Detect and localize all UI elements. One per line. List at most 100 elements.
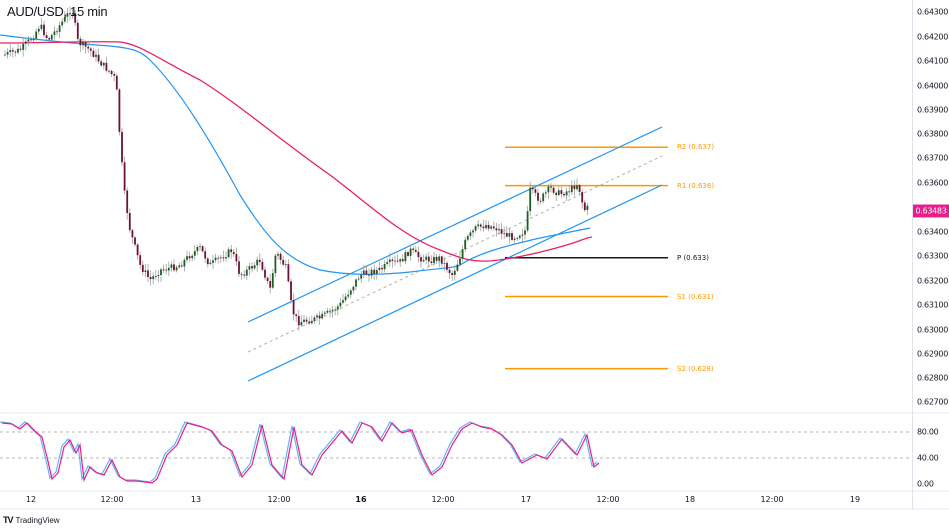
candle-body	[225, 257, 227, 259]
candle-body	[308, 321, 311, 324]
candle-body	[193, 251, 196, 256]
current-price-tag: 0.63483	[913, 204, 949, 218]
price-chart-pane[interactable]: AUD/USD, 15 min R2 (0.637) R1 (0.636) P (0…	[0, 0, 912, 412]
candle-body	[394, 260, 396, 262]
candle-body	[576, 185, 578, 190]
stochastic-k-line[interactable]	[0, 421, 598, 483]
time-axis-label: 18	[684, 495, 696, 504]
candle-body	[245, 269, 248, 276]
candle-body	[503, 233, 506, 234]
candle-body	[440, 256, 443, 264]
candle-body	[339, 302, 342, 307]
candle-body	[412, 248, 415, 250]
candle-body	[53, 31, 56, 35]
candle-body	[27, 39, 30, 42]
candle-body	[230, 249, 233, 253]
candle-body	[420, 257, 422, 262]
candle-body	[95, 54, 97, 57]
candle-body	[71, 13, 74, 15]
candle-body	[487, 225, 490, 229]
candle-body	[74, 13, 77, 23]
candle-body	[524, 230, 526, 235]
candle-body	[165, 269, 168, 271]
candle-body	[516, 238, 519, 239]
candle-body	[303, 319, 305, 322]
candle-body	[14, 51, 17, 53]
candle-body	[427, 256, 430, 262]
channel-lower-line[interactable]	[247, 184, 663, 382]
candle-body	[79, 38, 82, 46]
candle-body	[563, 193, 565, 196]
candle-body	[331, 309, 334, 312]
candle-body	[219, 257, 222, 259]
pane-separator[interactable]	[0, 412, 949, 414]
stochastic-d-line[interactable]	[1, 422, 600, 484]
candle-body	[401, 259, 404, 262]
candle-body	[48, 38, 51, 40]
candle-body	[113, 74, 116, 76]
stochastic-axis-label: 80.00	[917, 427, 939, 437]
price-axis-label: 0.63200	[917, 276, 948, 286]
candle-body	[201, 246, 204, 252]
candle-body	[261, 261, 264, 270]
candle-body	[539, 200, 542, 202]
candle-body	[141, 264, 144, 273]
candle-body	[521, 234, 524, 236]
price-axis-label: 0.64100	[917, 56, 948, 66]
candle-body	[180, 265, 183, 267]
brand-label: TradingView	[15, 515, 60, 525]
candle-body	[290, 281, 292, 301]
candle-body	[87, 46, 90, 49]
stochastic-pane[interactable]	[0, 414, 912, 490]
candle-body	[518, 235, 521, 239]
candle-body	[105, 62, 108, 71]
candle-body	[110, 70, 113, 75]
candle-body	[227, 249, 230, 258]
time-axis-label: 17	[520, 495, 532, 504]
candle-body	[56, 31, 58, 33]
price-axis-label: 0.62700	[917, 397, 948, 407]
price-axis-label: 0.63700	[917, 153, 948, 163]
candle-body	[175, 267, 178, 271]
candle-body	[123, 162, 126, 191]
candle-body	[97, 54, 100, 62]
candle-body	[378, 267, 381, 271]
candle-body	[232, 252, 235, 255]
candle-body	[550, 186, 552, 188]
price-axis-label: 0.63100	[917, 300, 948, 310]
footer-brand[interactable]: TV TradingView	[3, 515, 60, 525]
candle-body	[534, 189, 537, 193]
time-axis-label: 19	[849, 495, 861, 504]
candle-body	[453, 270, 456, 275]
candle-body	[446, 262, 448, 270]
candle-body	[443, 262, 446, 264]
price-chart-canvas[interactable]	[0, 0, 912, 412]
ma-slow-line[interactable]	[0, 41, 593, 262]
candle-body	[240, 273, 243, 275]
candle-body	[121, 131, 123, 163]
candle-body	[167, 267, 170, 271]
time-axis-label: 12:00	[431, 495, 455, 504]
candle-body	[217, 257, 220, 259]
candle-body	[206, 258, 209, 265]
candle-body	[157, 275, 160, 277]
channel-mid-line[interactable]	[247, 155, 663, 353]
price-axis-label: 0.64200	[917, 32, 948, 42]
candle-body	[32, 38, 35, 41]
stochastic-canvas[interactable]	[0, 414, 912, 490]
price-axis-label: 0.63600	[917, 178, 948, 188]
candle-body	[243, 274, 246, 276]
candle-body	[495, 228, 498, 231]
candle-body	[456, 264, 459, 271]
candle-body	[373, 269, 376, 275]
candle-body	[451, 273, 454, 275]
channel-upper-line[interactable]	[247, 126, 663, 323]
price-axis-label: 0.62800	[917, 373, 948, 383]
candle-body	[526, 211, 529, 231]
ma-fast-line[interactable]	[0, 34, 591, 275]
candle-body	[222, 257, 225, 259]
price-axis-label: 0.62900	[917, 349, 948, 359]
price-axis-label: 0.63400	[917, 227, 948, 237]
candle-body	[438, 256, 441, 261]
candle-body	[6, 52, 9, 55]
